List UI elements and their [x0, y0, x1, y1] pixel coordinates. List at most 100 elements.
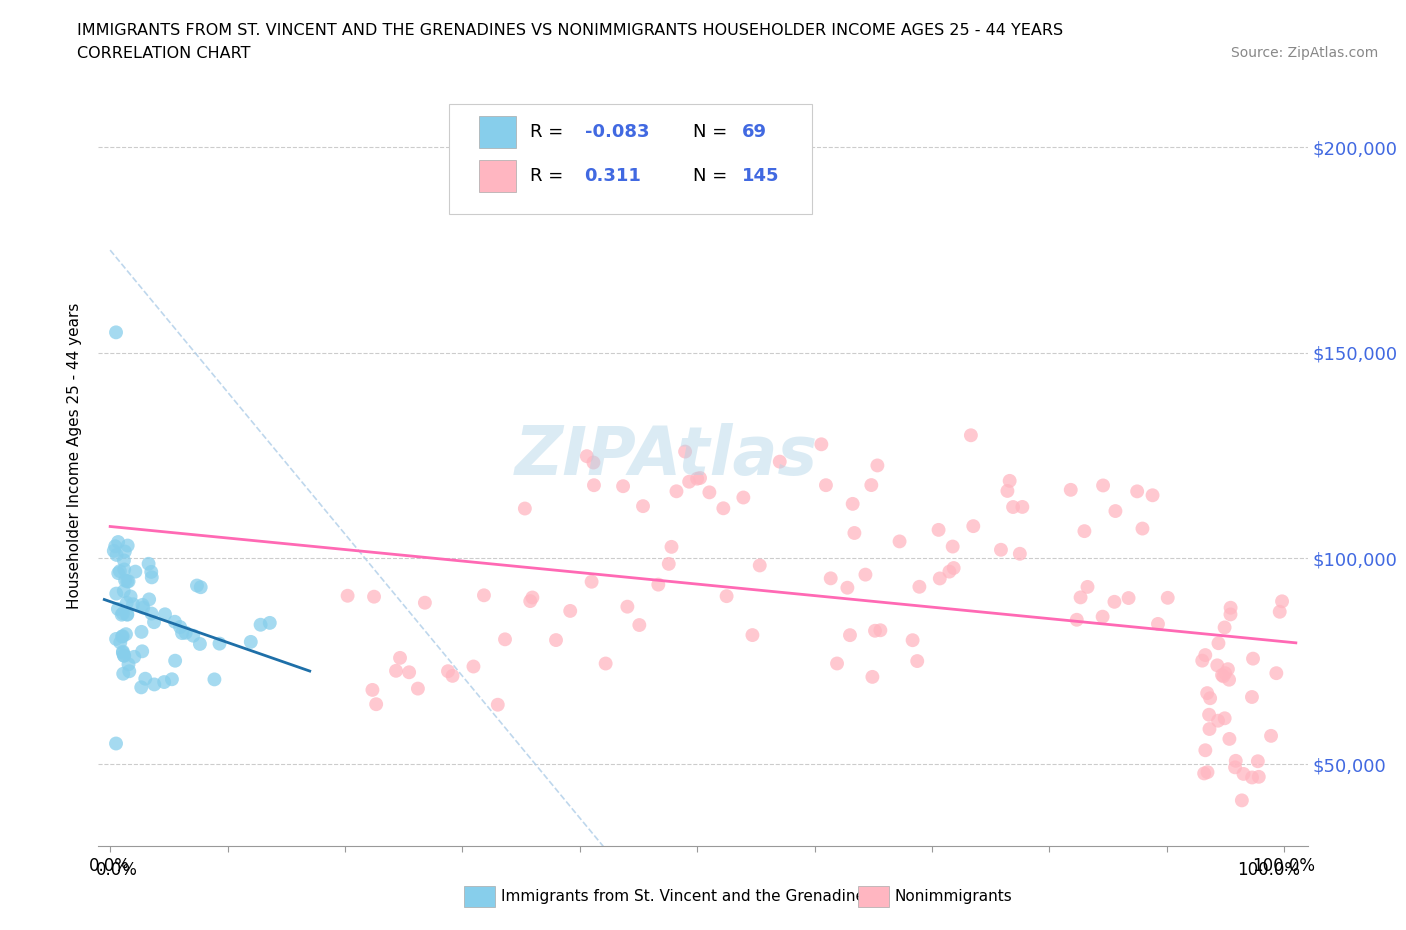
Point	[131, 597, 153, 612]
Point	[115, 627, 138, 642]
Point	[1192, 766, 1215, 781]
Point	[107, 565, 129, 580]
Point	[1218, 672, 1240, 687]
Point	[1213, 620, 1236, 635]
Point	[169, 619, 191, 634]
Point	[120, 589, 142, 604]
Point	[889, 534, 911, 549]
Text: Immigrants from St. Vincent and the Grenadines: Immigrants from St. Vincent and the Gren…	[501, 889, 873, 904]
Point	[1008, 546, 1031, 561]
Point	[122, 649, 145, 664]
Point	[1213, 711, 1236, 725]
Y-axis label: Householder Income Ages 25 - 44 years: Householder Income Ages 25 - 44 years	[67, 302, 83, 609]
Point	[1060, 483, 1083, 498]
Point	[748, 558, 770, 573]
Point	[124, 565, 146, 579]
Point	[1066, 612, 1088, 627]
Point	[942, 539, 965, 554]
Point	[131, 624, 153, 639]
Point	[1002, 499, 1025, 514]
Point	[107, 535, 129, 550]
Point	[1132, 521, 1154, 536]
Point	[905, 654, 928, 669]
Point	[522, 590, 544, 604]
Point	[117, 538, 139, 553]
Point	[111, 629, 134, 644]
Point	[733, 490, 755, 505]
Point	[132, 600, 155, 615]
Point	[413, 595, 436, 610]
Point	[962, 519, 984, 534]
Point	[1225, 753, 1247, 768]
Point	[111, 607, 134, 622]
Point	[105, 548, 128, 563]
Point	[581, 575, 603, 590]
Point	[711, 501, 734, 516]
Point	[942, 561, 965, 576]
Point	[1271, 594, 1294, 609]
Point	[901, 632, 924, 647]
Point	[661, 539, 683, 554]
Point	[103, 543, 125, 558]
Point	[170, 626, 193, 641]
Point	[1223, 760, 1246, 775]
Point	[1265, 666, 1288, 681]
Point	[204, 672, 226, 687]
Point	[1241, 770, 1264, 785]
Point	[105, 586, 128, 601]
Point	[741, 628, 763, 643]
Point	[814, 478, 837, 493]
Point	[908, 579, 931, 594]
Point	[1092, 478, 1115, 493]
Point	[117, 606, 139, 621]
Point	[138, 591, 160, 606]
Point	[398, 665, 420, 680]
Point	[115, 607, 138, 622]
Point	[997, 484, 1019, 498]
Point	[658, 556, 681, 571]
Point	[122, 597, 145, 612]
Point	[665, 484, 688, 498]
Point	[1070, 590, 1092, 604]
Point	[186, 578, 208, 593]
Point	[855, 567, 877, 582]
Point	[582, 478, 605, 493]
Point	[647, 578, 669, 592]
Point	[1247, 754, 1270, 769]
Point	[363, 590, 385, 604]
Point	[1194, 743, 1216, 758]
Point	[441, 669, 464, 684]
Point	[631, 498, 654, 513]
Point	[143, 615, 166, 630]
Text: R =: R =	[530, 167, 569, 185]
Point	[1232, 766, 1254, 781]
Point	[153, 607, 176, 622]
Point	[117, 574, 139, 589]
Point	[1073, 524, 1095, 538]
Point	[1230, 793, 1253, 808]
Point	[1206, 713, 1229, 728]
Point	[112, 648, 135, 663]
Point	[686, 472, 709, 486]
Point	[108, 564, 131, 578]
Point	[112, 553, 135, 568]
Point	[115, 595, 138, 610]
Point	[138, 556, 160, 571]
Point	[1198, 722, 1220, 737]
Point	[1219, 600, 1241, 615]
Point	[1219, 607, 1241, 622]
Point	[1197, 685, 1219, 700]
Point	[117, 574, 139, 589]
Point	[560, 604, 582, 618]
Point	[1091, 609, 1114, 624]
Point	[1241, 651, 1264, 666]
Point	[143, 677, 166, 692]
Point	[190, 579, 212, 594]
Point	[928, 571, 950, 586]
Point	[1194, 647, 1216, 662]
Point	[1213, 666, 1236, 681]
Point	[259, 616, 281, 631]
Point	[844, 525, 866, 540]
Point	[361, 683, 384, 698]
Point	[366, 697, 388, 711]
